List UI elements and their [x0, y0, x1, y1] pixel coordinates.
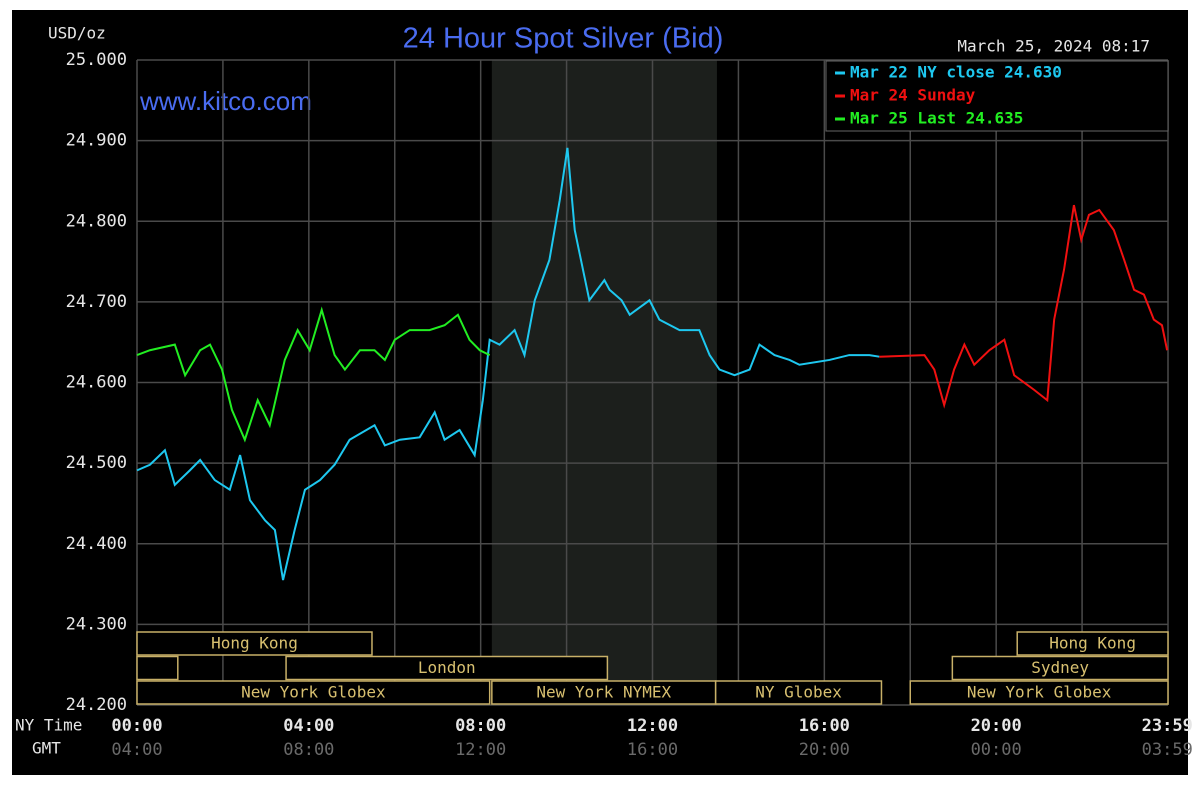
series-line — [136, 147, 880, 581]
x-tick-label: 20:00 — [971, 716, 1022, 736]
legend-label: Mar 25 Last 24.635 — [850, 109, 1023, 128]
session-label: New York NYMEX — [536, 683, 671, 702]
session-box — [136, 680, 491, 705]
x2-tick-label: 03:59 — [1142, 740, 1193, 760]
x2-tick-label: 08:00 — [283, 740, 334, 760]
x-tick-label: 23:59 — [1142, 716, 1193, 736]
x-tick-label: 04:00 — [283, 716, 334, 736]
legend-label: Mar 22 NY close 24.630 — [850, 63, 1062, 82]
y-tick-label: 24.700 — [66, 292, 127, 312]
session-box — [714, 680, 883, 705]
session-box — [951, 655, 1169, 681]
session-label: Sydney — [1031, 658, 1089, 677]
watermark: www.kitco.com — [139, 86, 312, 116]
series-line — [879, 204, 1169, 409]
y-tick-label: 24.400 — [66, 534, 127, 554]
x-tick-label: 00:00 — [111, 716, 162, 736]
y-axis-label: USD/oz — [48, 24, 106, 43]
session-box — [136, 655, 179, 681]
legend-label: Mar 24 Sunday — [850, 86, 976, 105]
session-label: Hong Kong — [211, 634, 298, 653]
x-axis-label: NY Time — [15, 716, 82, 735]
legend-box — [825, 60, 1169, 132]
x-tick-label: 12:00 — [627, 716, 678, 736]
y-tick-label: 24.500 — [66, 453, 127, 473]
session-label: New York Globex — [967, 683, 1112, 702]
session-label: Hong Kong — [1049, 634, 1136, 653]
x2-tick-label: 16:00 — [627, 740, 678, 760]
x2-tick-label: 04:00 — [111, 740, 162, 760]
chart-title: 24 Hour Spot Silver (Bid) — [403, 23, 724, 55]
x2-tick-label: 12:00 — [455, 740, 506, 760]
session-box — [136, 631, 373, 656]
y-tick-label: 24.200 — [66, 695, 127, 715]
x-tick-label: 16:00 — [799, 716, 850, 736]
session-label: NY Globex — [755, 683, 842, 702]
session-box — [909, 680, 1169, 705]
x2-tick-label: 00:00 — [971, 740, 1022, 760]
y-tick-label: 25.000 — [66, 50, 127, 70]
y-tick-label: 24.600 — [66, 373, 127, 393]
y-tick-label: 24.900 — [66, 131, 127, 151]
session-box — [1016, 631, 1169, 656]
y-tick-label: 24.800 — [66, 211, 127, 231]
session-box — [285, 655, 609, 681]
series-line — [136, 306, 491, 443]
x-tick-label: 08:00 — [455, 716, 506, 736]
session-label: New York Globex — [241, 683, 386, 702]
x2-tick-label: 20:00 — [799, 740, 850, 760]
session-label: London — [418, 658, 476, 677]
timestamp: March 25, 2024 08:17 — [957, 37, 1150, 56]
y-tick-label: 24.300 — [66, 614, 127, 634]
x2-axis-label: GMT — [32, 739, 61, 758]
